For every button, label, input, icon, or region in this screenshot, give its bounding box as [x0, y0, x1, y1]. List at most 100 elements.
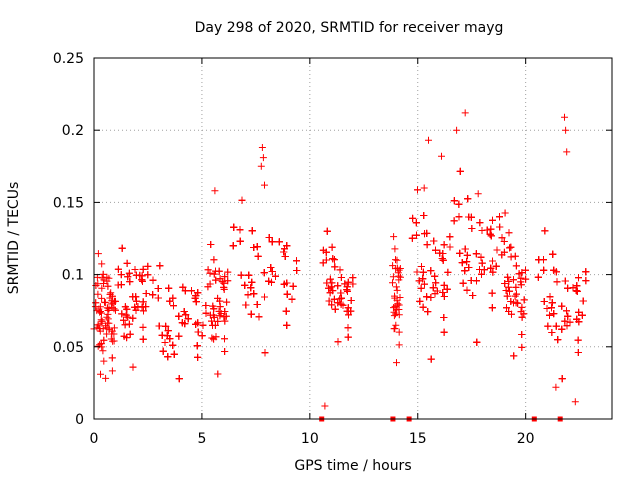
data-point	[518, 331, 526, 338]
data-point	[334, 282, 342, 290]
data-point	[408, 234, 416, 242]
data-point	[420, 184, 428, 192]
data-point	[503, 304, 510, 312]
y-tick-label: 0.15	[53, 195, 84, 211]
data-point	[409, 214, 417, 222]
data-point	[492, 262, 500, 270]
data-point	[250, 244, 258, 251]
data-point	[123, 334, 131, 342]
data-point	[440, 281, 448, 289]
data-point	[548, 329, 556, 336]
data-point	[558, 375, 566, 383]
data-point	[108, 297, 116, 305]
data-point	[245, 271, 253, 279]
data-point	[159, 347, 167, 355]
data-point	[131, 303, 139, 311]
data-point	[488, 289, 496, 297]
data-point	[268, 278, 275, 286]
data-point	[206, 280, 214, 288]
data-point	[510, 352, 518, 360]
data-point	[543, 305, 551, 312]
data-point	[562, 126, 570, 134]
data-point	[419, 303, 427, 311]
data-point	[220, 283, 228, 291]
y-tick-label: 0.05	[53, 340, 84, 356]
data-point	[389, 273, 397, 281]
data-point	[518, 343, 526, 351]
data-point	[391, 325, 399, 332]
data-point	[513, 290, 520, 298]
data-point	[473, 277, 480, 285]
data-point	[563, 322, 571, 330]
data-point	[546, 293, 554, 301]
data-points	[90, 109, 590, 422]
data-point	[553, 278, 561, 286]
data-point	[129, 363, 137, 371]
data-point	[182, 311, 190, 319]
data-point	[564, 312, 572, 320]
data-point	[518, 313, 526, 321]
data-point	[336, 295, 344, 303]
data-point	[155, 322, 163, 330]
data-point	[208, 317, 215, 325]
data-point	[498, 234, 506, 242]
data-point	[237, 271, 245, 279]
data-point	[212, 276, 220, 284]
data-point	[502, 287, 510, 294]
data-point	[100, 357, 108, 365]
data-point	[569, 284, 577, 292]
data-point	[392, 256, 399, 264]
data-point	[322, 248, 330, 256]
x-axis-label: GPS time / hours	[294, 458, 411, 474]
data-point	[98, 260, 106, 268]
data-point	[215, 267, 223, 275]
data-point	[429, 284, 437, 292]
data-point	[169, 341, 177, 349]
data-point	[512, 262, 520, 270]
x-tick-label: 5	[197, 431, 206, 447]
data-point	[486, 230, 494, 238]
data-point	[548, 299, 556, 307]
data-point	[261, 349, 269, 357]
data-point	[412, 219, 420, 227]
data-point	[347, 307, 355, 315]
data-point	[438, 255, 446, 262]
data-point	[507, 253, 515, 261]
data-point	[244, 291, 252, 299]
data-point	[216, 297, 224, 305]
data-point	[535, 256, 543, 264]
data-point	[500, 238, 508, 245]
data-point	[472, 250, 480, 258]
data-point	[439, 256, 447, 264]
data-point	[489, 257, 496, 265]
data-point	[194, 289, 202, 297]
data-point	[161, 339, 169, 346]
data-point	[327, 283, 335, 291]
data-point	[393, 256, 401, 264]
data-point	[94, 250, 102, 258]
data-point	[95, 325, 103, 332]
data-point	[563, 148, 571, 156]
data-point	[107, 289, 115, 297]
data-point	[540, 298, 548, 305]
data-point	[248, 227, 256, 235]
data-point	[253, 301, 261, 308]
data-point	[440, 241, 448, 249]
data-point	[184, 315, 192, 323]
data-point	[98, 274, 106, 282]
data-point	[328, 243, 336, 251]
data-point	[329, 255, 337, 263]
data-point	[132, 306, 140, 314]
data-point	[493, 246, 501, 254]
data-point	[344, 324, 352, 332]
data-point	[247, 284, 255, 292]
y-tick-labels: 0 0.05 0.1 0.15 0.2 0.25	[53, 51, 84, 428]
data-point	[573, 282, 581, 290]
data-point	[552, 322, 560, 330]
data-point	[334, 299, 342, 307]
data-point	[395, 341, 403, 349]
data-point	[99, 270, 107, 278]
data-point	[520, 296, 528, 304]
data-point	[139, 298, 147, 306]
data-point	[210, 313, 218, 321]
